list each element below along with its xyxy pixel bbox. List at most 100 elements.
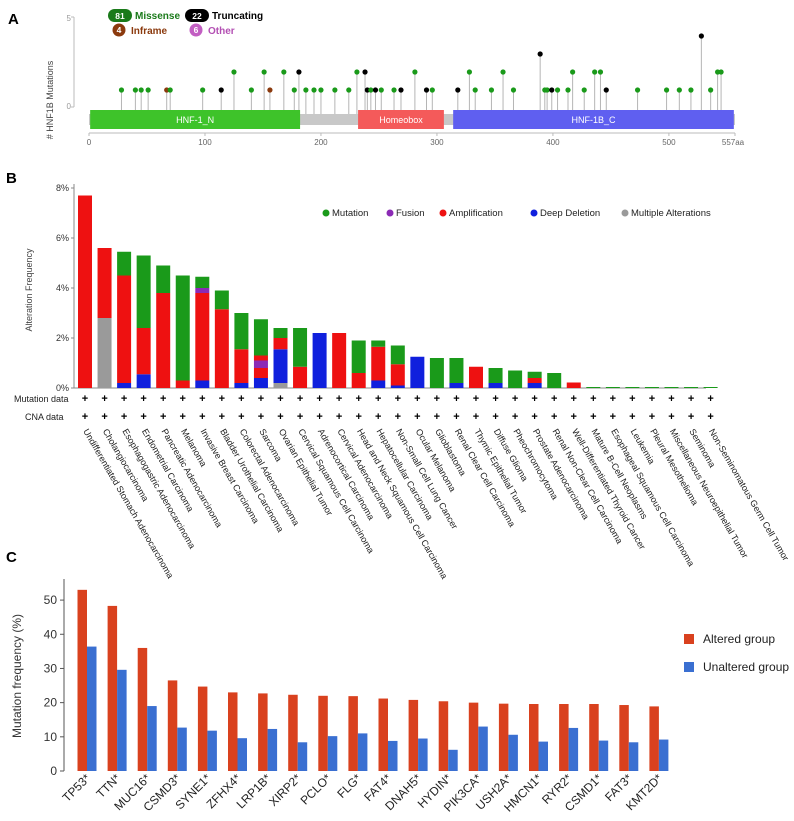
- lollipop-head-missense[interactable]: [391, 87, 397, 93]
- bar-stack[interactable]: [703, 387, 718, 388]
- lollipop-head-missense[interactable]: [303, 87, 309, 93]
- lollipop-head-missense[interactable]: [676, 87, 682, 93]
- bar-stack[interactable]: [136, 255, 151, 389]
- lollipop-head-missense[interactable]: [378, 87, 384, 93]
- bar-altered[interactable]: [468, 702, 479, 771]
- bar-stack[interactable]: [351, 340, 366, 389]
- bar-unaltered[interactable]: [598, 740, 609, 771]
- lollipop-head-missense[interactable]: [167, 87, 173, 93]
- bar-stack[interactable]: [527, 371, 542, 388]
- bar-altered[interactable]: [529, 704, 539, 771]
- bar-altered[interactable]: [619, 705, 629, 771]
- lollipop-head-missense[interactable]: [488, 87, 495, 93]
- bar-stack[interactable]: [547, 373, 562, 388]
- legend-missense[interactable]: 81 Missense: [108, 9, 180, 22]
- bar-stack[interactable]: [214, 290, 229, 389]
- lollipop-head-missense[interactable]: [200, 87, 206, 93]
- bar-unaltered[interactable]: [508, 734, 518, 771]
- lollipop-head-truncating[interactable]: [549, 87, 555, 93]
- lollipop-head-missense[interactable]: [291, 87, 297, 93]
- bar-unaltered[interactable]: [538, 741, 549, 771]
- lollipop-head-truncating[interactable]: [372, 87, 379, 93]
- bar-stack[interactable]: [390, 345, 405, 389]
- domain-hnf-1b-c[interactable]: [453, 110, 734, 129]
- bar-unaltered[interactable]: [177, 727, 187, 771]
- bar-stack[interactable]: [508, 370, 523, 389]
- bar-altered[interactable]: [438, 701, 449, 771]
- bar-stack[interactable]: [293, 328, 308, 388]
- lollipop-head-missense[interactable]: [346, 87, 352, 93]
- lollipop-head-missense[interactable]: [145, 87, 151, 93]
- bar-unaltered[interactable]: [267, 728, 278, 771]
- lollipop-head-missense[interactable]: [281, 69, 287, 75]
- bar-altered[interactable]: [228, 692, 238, 771]
- lollipop-head-missense[interactable]: [118, 87, 125, 93]
- bar-stack[interactable]: [97, 248, 112, 388]
- bar-altered[interactable]: [167, 680, 178, 771]
- bar-stack[interactable]: [312, 333, 327, 388]
- bar-unaltered[interactable]: [418, 738, 428, 771]
- lollipop-head-missense[interactable]: [138, 87, 144, 93]
- lollipop-head-truncating[interactable]: [398, 87, 404, 93]
- bar-altered[interactable]: [197, 686, 208, 771]
- bar-unaltered[interactable]: [478, 726, 488, 771]
- lollipop-head-missense[interactable]: [429, 87, 435, 93]
- lollipop-head-truncating[interactable]: [296, 69, 302, 75]
- domain-hnf-1-n[interactable]: [90, 110, 301, 129]
- lollipop-head-missense[interactable]: [510, 87, 517, 93]
- bar-stack[interactable]: [566, 382, 581, 389]
- bar-unaltered[interactable]: [658, 739, 669, 771]
- lollipop-head-missense[interactable]: [332, 87, 338, 93]
- bar-altered[interactable]: [498, 703, 509, 771]
- lollipop-head-truncating[interactable]: [603, 87, 609, 93]
- bar-stack[interactable]: [234, 313, 249, 388]
- lollipop-head-truncating[interactable]: [218, 87, 224, 93]
- bar-unaltered[interactable]: [147, 706, 157, 771]
- bar-unaltered[interactable]: [628, 742, 639, 771]
- bar-stack[interactable]: [253, 319, 268, 388]
- bar-stack[interactable]: [78, 195, 92, 389]
- lollipop-head-missense[interactable]: [472, 87, 478, 93]
- lollipop-head-truncating[interactable]: [698, 33, 704, 39]
- bar-stack[interactable]: [625, 387, 640, 388]
- bar-unaltered[interactable]: [357, 733, 368, 771]
- lollipop-head-missense[interactable]: [368, 87, 374, 93]
- bar-altered[interactable]: [378, 698, 389, 771]
- bar-unaltered[interactable]: [117, 669, 127, 771]
- bar-stack[interactable]: [410, 356, 425, 388]
- bar-altered[interactable]: [649, 706, 659, 771]
- legend-inframe[interactable]: 4 Inframe: [112, 23, 168, 38]
- lollipop-head-missense[interactable]: [565, 87, 571, 93]
- lollipop-head-missense[interactable]: [581, 87, 587, 93]
- bar-altered[interactable]: [589, 704, 599, 771]
- bar-unaltered[interactable]: [237, 738, 248, 771]
- lollipop-head-missense[interactable]: [544, 87, 550, 93]
- lollipop-head-missense[interactable]: [412, 69, 418, 75]
- lollipop-head-truncating[interactable]: [455, 87, 461, 93]
- bar-stack[interactable]: [371, 340, 386, 389]
- lollipop-head-missense[interactable]: [132, 87, 138, 93]
- bar-altered[interactable]: [408, 699, 419, 771]
- bar-stack[interactable]: [684, 387, 699, 388]
- bar-altered[interactable]: [318, 695, 328, 771]
- bar-stack[interactable]: [664, 387, 679, 388]
- lollipop-head-inframe[interactable]: [267, 87, 273, 93]
- lollipop-head-missense[interactable]: [554, 87, 561, 93]
- bar-stack[interactable]: [449, 358, 464, 388]
- bar-altered[interactable]: [107, 605, 118, 771]
- lollipop-head-missense[interactable]: [248, 87, 254, 93]
- legend-truncating[interactable]: 22 Truncating: [185, 9, 263, 22]
- lollipop-head-missense[interactable]: [311, 87, 317, 93]
- legend-other[interactable]: 6 Other: [189, 23, 235, 38]
- bar-altered[interactable]: [258, 693, 268, 771]
- bar-altered[interactable]: [559, 704, 569, 771]
- bar-unaltered[interactable]: [297, 742, 308, 771]
- lollipop-head-missense[interactable]: [261, 69, 267, 75]
- domain-homeobox[interactable]: [358, 110, 444, 129]
- bar-unaltered[interactable]: [87, 646, 97, 771]
- bar-unaltered[interactable]: [448, 749, 458, 771]
- bar-stack[interactable]: [175, 275, 190, 389]
- bar-stack[interactable]: [644, 387, 659, 388]
- bar-stack[interactable]: [273, 328, 288, 388]
- bar-unaltered[interactable]: [327, 736, 338, 771]
